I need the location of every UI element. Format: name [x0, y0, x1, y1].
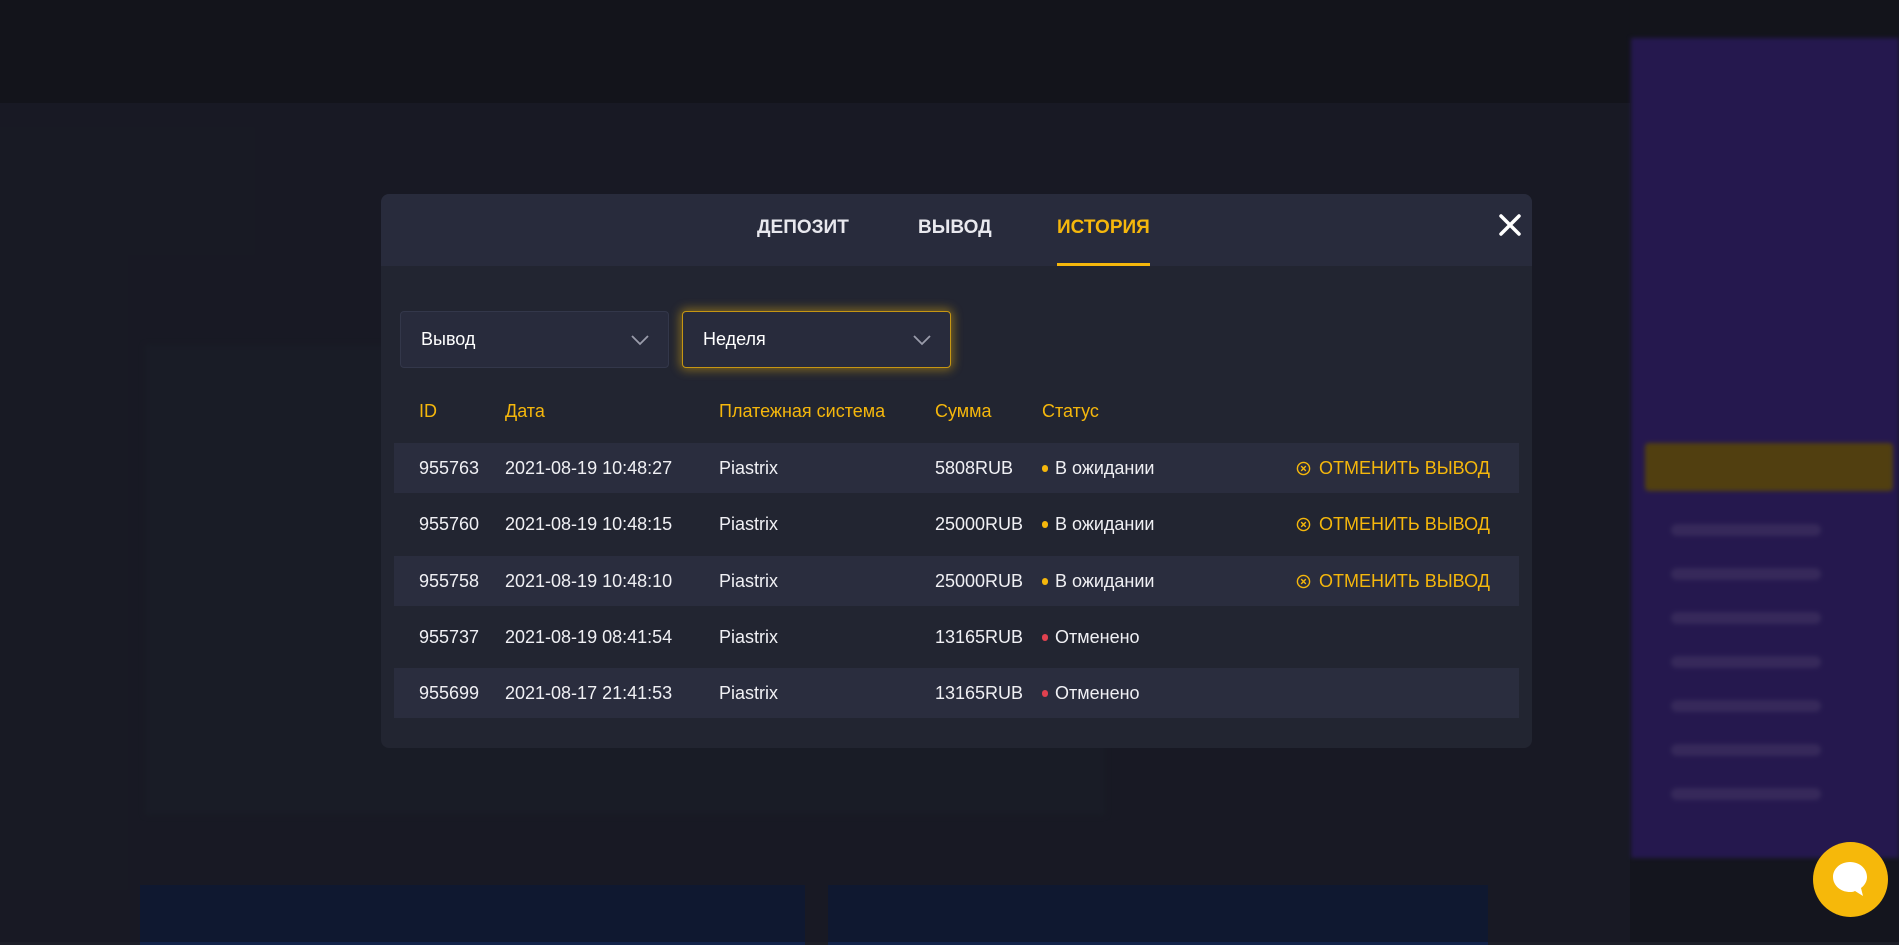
cell-date: 2021-08-19 08:41:54	[505, 626, 673, 647]
cell-amount: 13165RUB	[935, 683, 1024, 704]
status-text: В ожидании	[1055, 514, 1155, 535]
cell-date: 2021-08-19 10:48:10	[505, 570, 673, 591]
tab-withdraw[interactable]: ВЫВОД	[918, 217, 992, 238]
cell-system: Piastrix	[719, 514, 779, 535]
cancel-withdrawal-button[interactable]: ОТМЕНИТЬ ВЫВОД	[1296, 443, 1490, 493]
cell-system: Piastrix	[719, 570, 779, 591]
close-icon	[1499, 214, 1521, 236]
chevron-down-icon	[913, 335, 931, 346]
user-sidebar	[1631, 38, 1899, 858]
table-row: 955763 2021-08-19 10:48:27 Piastrix 5808RUB…	[394, 443, 1519, 493]
sidebar-item	[1671, 524, 1821, 536]
cell-status: В ожидании	[1042, 443, 1154, 493]
sidebar-item	[1671, 568, 1821, 580]
table-row: 955737 2021-08-19 08:41:54 Piastrix 13165RU…	[394, 612, 1519, 662]
cell-system: Piastrix	[719, 683, 779, 704]
period-select-value: Неделя	[703, 329, 766, 349]
column-header-system: Платежная система	[719, 401, 886, 421]
cell-date: 2021-08-19 10:48:15	[505, 514, 673, 535]
cell-system: Piastrix	[719, 626, 779, 647]
column-header-date: Дата	[505, 401, 545, 421]
status-text: В ожидании	[1055, 570, 1155, 591]
cell-id: 955699	[419, 683, 480, 704]
cancel-circle-icon	[1296, 461, 1311, 476]
sidebar-item	[1671, 612, 1821, 624]
cell-date: 2021-08-19 10:48:27	[505, 458, 673, 478]
type-select-value: Вывод	[421, 329, 476, 349]
column-header-amount: Сумма	[935, 401, 992, 421]
cancel-withdrawal-label: ОТМЕНИТЬ ВЫВОД	[1319, 458, 1490, 478]
cell-status: В ожидании	[1042, 556, 1154, 606]
column-header-status: Статус	[1042, 401, 1099, 421]
sidebar-item	[1671, 700, 1821, 712]
cell-id: 955758	[419, 570, 480, 591]
top-bar	[0, 0, 1899, 103]
modal-header: ДЕПОЗИТ ВЫВОД ИСТОРИЯ	[381, 194, 1532, 266]
status-dot	[1042, 690, 1048, 698]
cancel-circle-icon	[1296, 574, 1311, 588]
table-row: 955758 2021-08-19 10:48:10 Piastrix 25000RU…	[394, 555, 1519, 606]
cancel-withdrawal-label: ОТМЕНИТЬ ВЫВОД	[1319, 514, 1490, 535]
cell-status: Отменено	[1042, 612, 1140, 662]
cell-amount: 25000RUB	[935, 514, 1024, 535]
period-select[interactable]: Неделя	[682, 311, 951, 368]
sidebar-item	[1671, 656, 1821, 668]
tab-history[interactable]: ИСТОРИЯ	[1057, 194, 1150, 266]
cell-system: Piastrix	[719, 458, 779, 478]
status-text: Отменено	[1055, 626, 1140, 647]
tab-deposit[interactable]: ДЕПОЗИТ	[757, 217, 849, 238]
close-button[interactable]	[1493, 208, 1527, 242]
status-text: В ожидании	[1055, 458, 1155, 478]
cell-id: 955760	[419, 514, 480, 535]
cancel-circle-icon	[1296, 518, 1311, 532]
status-dot	[1042, 633, 1048, 641]
cell-status: В ожидании	[1042, 499, 1154, 549]
status-dot	[1042, 521, 1048, 529]
cell-status: Отменено	[1042, 668, 1140, 718]
cancel-withdrawal-label: ОТМЕНИТЬ ВЫВОД	[1319, 570, 1490, 591]
status-dot	[1042, 465, 1048, 472]
column-header-id: ID	[419, 401, 437, 421]
status-text: Отменено	[1055, 683, 1140, 704]
background-banner	[828, 885, 1488, 945]
cell-amount: 13165RUB	[935, 626, 1024, 647]
cell-id: 955737	[419, 626, 480, 647]
background-banner	[140, 885, 805, 945]
status-dot	[1042, 577, 1048, 585]
type-select[interactable]: Вывод	[400, 311, 669, 368]
chat-button[interactable]	[1813, 842, 1888, 917]
sidebar-item	[1671, 788, 1821, 800]
cell-amount: 25000RUB	[935, 570, 1024, 591]
cell-amount: 5808RUB	[935, 458, 1014, 478]
cancel-withdrawal-button[interactable]: ОТМЕНИТЬ ВЫВОД	[1296, 556, 1490, 606]
cancel-withdrawal-button[interactable]: ОТМЕНИТЬ ВЫВОД	[1296, 499, 1490, 549]
chevron-down-icon	[631, 335, 649, 346]
deposit-button-blurred	[1645, 443, 1893, 491]
cell-id: 955763	[419, 458, 480, 478]
cell-date: 2021-08-17 21:41:53	[505, 683, 673, 704]
table-row: 955699 2021-08-17 21:41:53 Piastrix 13165RU…	[394, 668, 1519, 719]
sidebar-item	[1671, 744, 1821, 756]
table-row: 955760 2021-08-19 10:48:15 Piastrix 25000RU…	[394, 499, 1519, 549]
chat-bubble-icon	[1833, 862, 1867, 896]
payments-modal: ДЕПОЗИТ ВЫВОД ИСТОРИЯ Вывод Неделя ID Да…	[381, 194, 1532, 748]
